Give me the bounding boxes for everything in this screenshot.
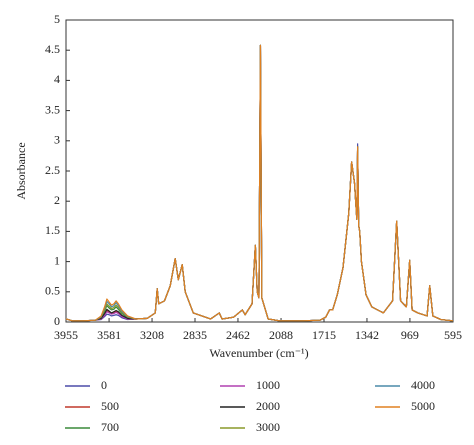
- x-tick-label: 969: [401, 328, 419, 342]
- x-tick-label: 595: [444, 328, 462, 342]
- x-tick-label: 3208: [140, 328, 164, 342]
- y-tick-label: 4: [54, 72, 60, 86]
- series-line: [65, 44, 454, 322]
- x-axis-label: Wavenumber (cm⁻¹): [209, 346, 308, 360]
- x-tick-label: 3581: [97, 328, 121, 342]
- legend-label: 3000: [256, 420, 280, 434]
- legend-label: 0: [101, 378, 107, 392]
- y-tick-label: 3.5: [45, 102, 60, 116]
- y-tick-label: 2.5: [45, 163, 60, 177]
- x-tick-label: 1715: [312, 328, 336, 342]
- y-tick-label: 0: [54, 314, 60, 328]
- y-tick-label: 4.5: [45, 42, 60, 56]
- x-tick-label: 2088: [269, 328, 293, 342]
- y-tick-label: 1: [54, 253, 60, 267]
- legend-label: 1000: [256, 378, 280, 392]
- y-tick-label: 1.5: [45, 223, 60, 237]
- y-tick-label: 5: [54, 12, 60, 26]
- y-tick-label: 3: [54, 133, 60, 147]
- x-tick-label: 1342: [355, 328, 379, 342]
- legend-label: 2000: [256, 399, 280, 413]
- legend-label: 700: [101, 420, 119, 434]
- x-tick-label: 2462: [226, 328, 250, 342]
- y-tick-label: 0.5: [45, 284, 60, 298]
- x-tick-label: 2835: [183, 328, 207, 342]
- legend-label: 5000: [411, 399, 435, 413]
- x-tick-label: 3955: [54, 328, 78, 342]
- legend-label: 500: [101, 399, 119, 413]
- legend-label: 4000: [411, 378, 435, 392]
- y-axis-label: Absorbance: [14, 142, 28, 199]
- y-tick-label: 2: [54, 193, 60, 207]
